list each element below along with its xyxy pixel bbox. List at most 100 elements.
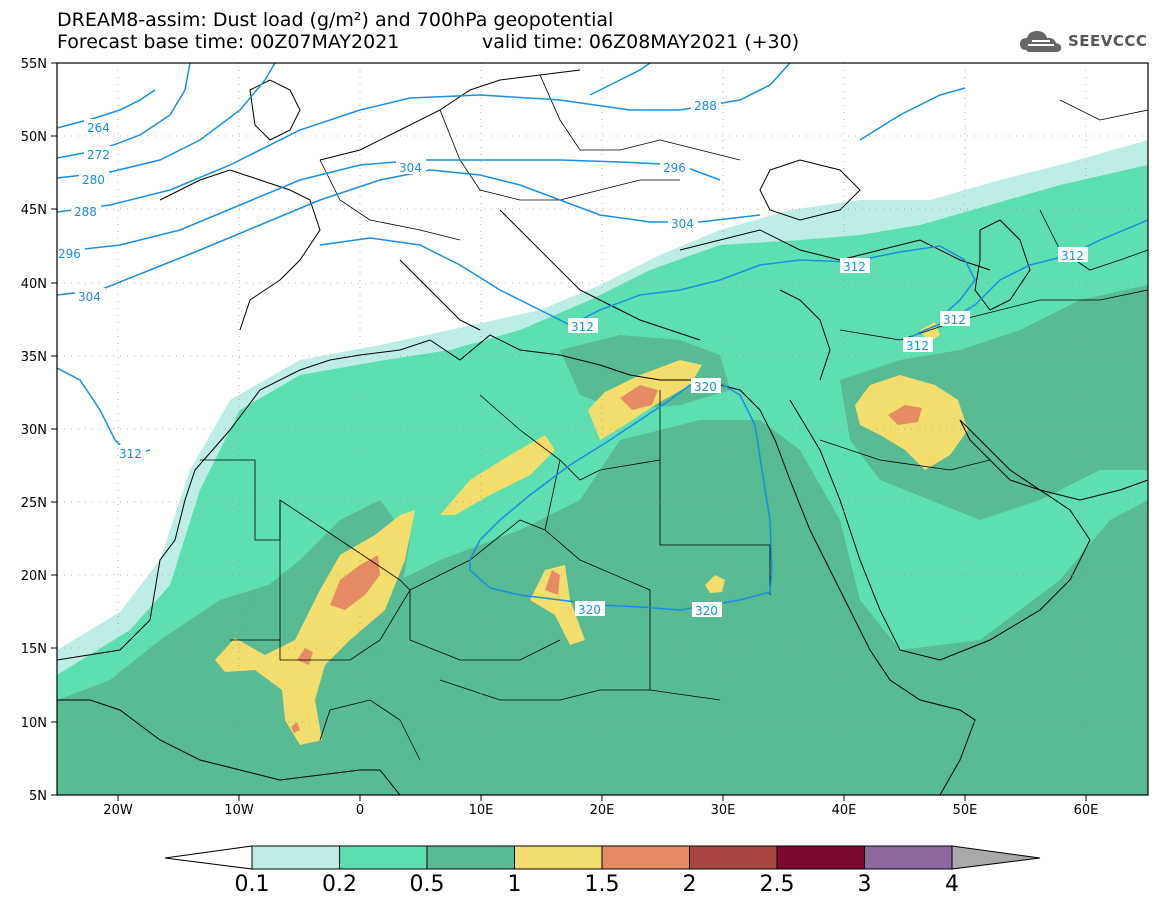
dust-region-yellow-chad — [530, 565, 585, 645]
contour-label-296-west: 296 — [58, 247, 81, 261]
contour-label-280: 280 — [82, 173, 105, 187]
valid-time: valid time: 06Z08MAY2021 (+30) — [482, 31, 800, 53]
lat-label: 5N — [29, 789, 47, 804]
contour-label: 304 — [75, 288, 105, 304]
lon-label: 0 — [356, 803, 364, 818]
contour-label: 312 — [903, 337, 933, 353]
dust-region-yellow-small-1 — [705, 575, 725, 593]
contour-label-320-libya: 320 — [694, 380, 717, 394]
seevccc-logo: SEEVCCC — [1018, 28, 1147, 54]
lon-label: 10E — [469, 803, 494, 818]
contour-label-312-iraq: 312 — [906, 339, 929, 353]
contour-label: 312 — [940, 311, 970, 327]
contour-label: 288 — [71, 203, 101, 219]
dust-region-yellow-niger — [440, 435, 555, 515]
dust-region-orange-iraq — [888, 405, 922, 425]
contour-label-312-med: 312 — [571, 320, 594, 334]
contour-label: 312 — [1058, 247, 1088, 263]
colorbar-tick-label: 2 — [683, 872, 697, 897]
contour-label: 312 — [568, 318, 598, 334]
colorbar-tick-label: 1.5 — [585, 872, 620, 897]
contour-label: 320 — [692, 602, 722, 618]
contour-label-312-caucasus: 312 — [943, 313, 966, 327]
cloud-logo-icon — [1020, 31, 1062, 52]
colorbar: 0.1 0.2 0.5 1 1.5 2 2.5 3 4 — [164, 845, 1041, 897]
lat-label: 25N — [21, 496, 47, 511]
contour-label: 320 — [575, 601, 605, 617]
lat-label: 55N — [21, 57, 47, 72]
colorbar-tick-label: 0.5 — [410, 872, 445, 897]
lat-label: 15N — [21, 642, 47, 657]
lat-label: 45N — [21, 203, 47, 218]
colorbar-left-arrow — [164, 845, 253, 870]
coastlines — [57, 69, 1148, 795]
colorbar-right-arrow — [951, 845, 1041, 870]
tick-marks — [51, 62, 1087, 801]
contour-label: 288 — [691, 97, 721, 113]
lat-label: 20N — [21, 569, 47, 584]
map-title: DREAM8-assim: Dust load (g/m²) and 700hP… — [57, 9, 614, 31]
geopotential-contours — [57, 63, 1148, 611]
colorbar-tick-label: 1 — [508, 872, 522, 897]
contour-label-312-caspian: 312 — [1061, 249, 1084, 263]
dust-region-orange-mali-2 — [297, 648, 313, 665]
map-area: 264 272 280 288 296 304 312 288 296 304 … — [57, 63, 1148, 795]
contour-label-312-west: 312 — [119, 447, 142, 461]
colorbar-tick-label: 0.1 — [235, 872, 270, 897]
dust-region-orange-mali — [330, 555, 380, 610]
contour-label: 272 — [84, 146, 114, 162]
contour-label: 312 — [116, 445, 146, 461]
colorbar-segment — [864, 845, 953, 870]
dust-region-dark-3 — [560, 335, 730, 410]
colorbar-tick-label: 3 — [858, 872, 872, 897]
contour-label: 320 — [691, 378, 721, 394]
logo-text: SEEVCCC — [1068, 32, 1148, 50]
colorbar-segment — [426, 845, 515, 870]
lon-label: 40E — [832, 803, 857, 818]
lon-label: 50E — [953, 803, 978, 818]
colorbar-segment — [689, 845, 778, 870]
graticule — [57, 63, 1148, 795]
colorbar-segment — [251, 845, 340, 870]
contour-label-288-west: 288 — [74, 205, 97, 219]
colorbar-segment — [514, 845, 603, 870]
forecast-base-time: Forecast base time: 00Z07MAY2021 — [57, 31, 400, 53]
dust-region-orange-small — [291, 722, 300, 733]
lon-label: 30E — [711, 803, 736, 818]
contour-label-304-europe: 304 — [399, 161, 422, 175]
colorbar-segment — [776, 845, 865, 870]
contour-label: 296 — [57, 245, 85, 261]
lon-label: 20W — [103, 803, 133, 818]
contour-label: 280 — [79, 171, 109, 187]
contour-label: 304 — [396, 159, 426, 175]
colorbar-tick-label: 2.5 — [760, 872, 795, 897]
contour-label-312-turkey: 312 — [843, 260, 866, 274]
lat-label: 50N — [21, 130, 47, 145]
contour-label-272: 272 — [87, 148, 110, 162]
contour-label-288-east: 288 — [694, 99, 717, 113]
dust-region-orange-chad — [545, 570, 560, 595]
colorbar-tick-label: 4 — [945, 872, 959, 897]
contour-label-320-chad: 320 — [578, 603, 601, 617]
contour-label: 264 — [84, 119, 114, 135]
contour-label-304-balkans: 304 — [671, 217, 694, 231]
lat-label: 10N — [21, 716, 47, 731]
contour-label: 296 — [660, 159, 690, 175]
latitude-labels: 55N 50N 45N 40N 35N 30N 25N 20N 15N 10N … — [21, 57, 47, 804]
contour-label: 312 — [840, 258, 870, 274]
contour-label: 304 — [668, 215, 698, 231]
colorbar-tick-label: 0.2 — [322, 872, 357, 897]
contour-label-320-sudan: 320 — [695, 604, 718, 618]
colorbar-segment — [339, 845, 428, 870]
contour-label-264: 264 — [87, 121, 110, 135]
lon-label: 10W — [224, 803, 254, 818]
lon-label: 60E — [1074, 803, 1099, 818]
contour-label-296-east: 296 — [663, 161, 686, 175]
lat-label: 35N — [21, 350, 47, 365]
contour-labels: 264 272 280 288 296 304 312 288 296 304 … — [57, 97, 1088, 618]
lat-label: 40N — [21, 277, 47, 292]
longitude-labels: 20W 10W 0 10E 20E 30E 40E 50E 60E — [103, 803, 1098, 818]
dust-region-orange-libya — [620, 385, 658, 410]
contour-label-304-west: 304 — [78, 290, 101, 304]
